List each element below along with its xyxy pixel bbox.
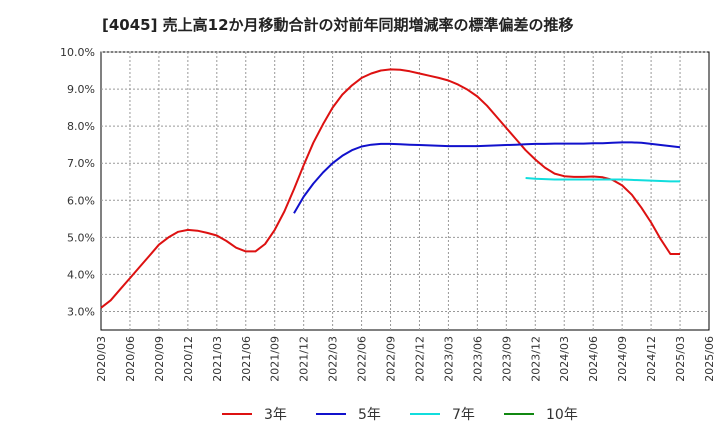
x-tick-label: 2023/03 <box>442 336 455 382</box>
legend-label: 3年 <box>264 407 287 423</box>
x-tick-label: 2021/06 <box>240 336 253 382</box>
x-tick-label: 2022/09 <box>385 336 398 382</box>
x-tick-label: 2024/06 <box>587 336 600 382</box>
series-line-2 <box>293 141 681 214</box>
y-tick-label: 10.0% <box>60 46 95 59</box>
x-tick-label: 2021/09 <box>269 336 282 382</box>
x-tick-label: 2023/09 <box>500 336 513 382</box>
x-tick-label: 2024/09 <box>616 336 629 382</box>
x-tick-label: 2022/12 <box>413 336 426 382</box>
legend-label: 10年 <box>546 407 578 423</box>
y-tick-label: 9.0% <box>67 83 95 96</box>
x-tick-label: 2024/03 <box>558 336 571 382</box>
y-tick-label: 6.0% <box>67 194 95 207</box>
x-tick-label: 2020/03 <box>95 336 108 382</box>
series-line-1 <box>100 68 680 309</box>
x-tick-label: 2024/12 <box>645 336 658 382</box>
y-tick-label: 7.0% <box>67 157 95 170</box>
plot-area <box>100 51 710 331</box>
series-line-3 <box>525 177 680 183</box>
x-tick-label: 2021/12 <box>298 336 311 382</box>
x-tick-label: 2023/06 <box>471 336 484 382</box>
y-tick-label: 4.0% <box>67 268 95 281</box>
chart-title: [4045] 売上高12か月移動合計の対前年同期増減率の標準偏差の推移 <box>102 16 574 34</box>
x-tick-label: 2025/03 <box>674 336 687 382</box>
x-tick-label: 2021/03 <box>211 336 224 382</box>
x-tick-label: 2020/09 <box>153 336 166 382</box>
x-tick-label: 2022/03 <box>327 336 340 382</box>
x-tick-label: 2020/12 <box>182 336 195 382</box>
legend-label: 7年 <box>452 407 475 423</box>
x-tick-label: 2023/12 <box>529 336 542 382</box>
y-tick-label: 8.0% <box>67 120 95 133</box>
y-tick-label: 3.0% <box>67 305 95 318</box>
x-tick-label: 2025/06 <box>703 336 716 382</box>
y-tick-label: 5.0% <box>67 231 95 244</box>
x-tick-label: 2020/06 <box>124 336 137 382</box>
legend-label: 5年 <box>358 407 381 423</box>
x-tick-label: 2022/06 <box>356 336 369 382</box>
